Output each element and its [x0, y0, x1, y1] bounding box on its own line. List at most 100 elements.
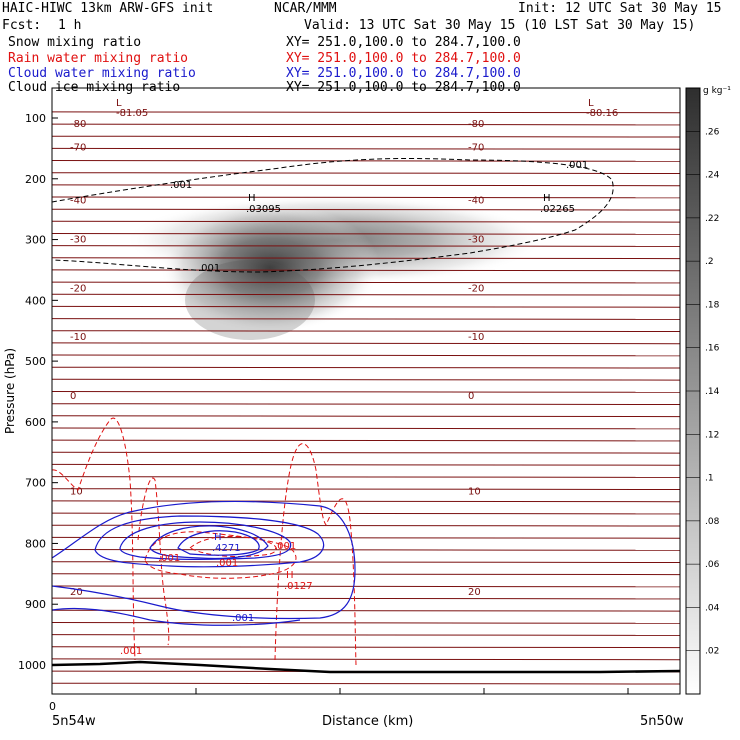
cloudwater-contours: [51, 500, 356, 626]
colorbar-tick-label: .1: [705, 474, 714, 484]
extremum-value: .02265: [540, 204, 575, 215]
y-tick-label: 200: [25, 173, 46, 186]
isotherm-label: -10: [468, 332, 484, 343]
isotherm-label: -40: [70, 195, 86, 206]
snow-shading: [125, 195, 545, 340]
contour-label: .001: [170, 180, 192, 191]
plot-frame: [51, 87, 681, 695]
colorbar-tick-label: .22: [705, 214, 719, 224]
colorbar-tick-label: .18: [705, 300, 720, 310]
high-marker: H: [214, 532, 222, 543]
isotherm-line: [51, 549, 681, 551]
contour-label: .001: [232, 613, 254, 624]
field-name-cloudwater: Cloud water mixing ratio: [8, 66, 196, 81]
chart-title: HAIC-HIWC 13km ARW-GFS init: [2, 1, 214, 16]
colorbar-tick-label: .12: [705, 430, 719, 440]
isotherm-line: [51, 463, 681, 466]
isotherm-line: [51, 123, 681, 126]
field-name-rain: Rain water mixing ratio: [8, 51, 189, 66]
isotherm-line: [51, 281, 681, 284]
contour-label: .001: [566, 160, 588, 171]
isotherm-label: -40: [468, 195, 484, 206]
isotherm-line: [51, 220, 681, 223]
colorbar-tick-label: .26: [705, 127, 720, 137]
y-tick-label: 100: [25, 112, 46, 125]
isotherm-line: [51, 354, 681, 357]
isotherm-labels: -80 -80 -70 -70 -40 -40 -30 -30 -20 -20 -10 -10 0 0 10…: [70, 119, 484, 598]
field-xy-snow: XY= 251.0,100.0 to 284.7,100.0: [286, 35, 521, 50]
isotherm-line: [51, 305, 681, 308]
extremum-value: .0127: [284, 581, 313, 592]
colorbar-tick-label: .24: [705, 171, 720, 181]
extremum-value: -80.16: [586, 108, 618, 119]
y-tick-label: 800: [25, 537, 46, 550]
y-tick-label: 900: [25, 598, 46, 611]
isotherm-line: [51, 391, 681, 393]
contour-labels: .001 .001 .001 .001 .001 .001 .001 .001: [120, 160, 588, 657]
isotherm-line: [51, 415, 681, 418]
x-tick-label: 0: [49, 700, 56, 713]
extremum-value: .03095: [246, 204, 281, 215]
colorbar-tick-label: .02: [705, 647, 719, 657]
extrema-markers: L -81.05 L -80.16 H .03095 H .02265 H .4…: [116, 98, 618, 592]
contour-label: .001: [120, 646, 142, 657]
isotherm-line: [51, 609, 681, 612]
isotherm-line: [51, 378, 681, 381]
isotherm-line: [51, 476, 681, 478]
high-marker: H: [248, 193, 256, 204]
isotherm-label: 0: [70, 391, 76, 402]
isotherm-line: [51, 634, 681, 636]
y-tick-label: 300: [25, 234, 46, 247]
isotherm-line: [51, 451, 681, 454]
low-marker: L: [588, 98, 594, 109]
isotherm-line: [51, 135, 681, 138]
isotherm-line: [51, 427, 681, 430]
isotherm-label: -80: [468, 119, 484, 130]
isotherm-label: -20: [70, 284, 86, 295]
contour-label: .001: [216, 558, 238, 569]
y-tick-label: 700: [25, 477, 46, 490]
isotherm-line: [51, 524, 681, 527]
isotherm-line: [51, 366, 681, 369]
colorbar-tick-label: .06: [705, 560, 720, 570]
extremum-value: .4271: [212, 543, 241, 554]
isotherm-label: -70: [468, 143, 484, 154]
isotherm-line: [51, 439, 681, 442]
isotherm-line: [51, 196, 681, 199]
colorbar-ticks: .02 .04 .06 .08 .1 .12 .14 .16 .18 .2 .22 .24 .26: [686, 127, 720, 657]
isotherm-line: [51, 245, 681, 247]
colorbar-unit: g kg⁻¹: [703, 86, 731, 96]
high-marker: H: [543, 193, 551, 204]
isotherm-label: -20: [468, 284, 484, 295]
colorbar-tick-label: .04: [705, 603, 720, 613]
isotherm-line: [51, 500, 681, 503]
isotherm-line: [51, 330, 681, 332]
isotherm-line: [51, 147, 681, 150]
isotherm-line: [51, 318, 681, 320]
y-axis: 100 200 300 400 500 600 700 800 900 1000: [18, 112, 58, 672]
isotherm-line: [51, 208, 681, 211]
isotherm-label: 0: [468, 391, 474, 402]
isotherm-line: [51, 597, 681, 600]
field-xy-cloudwater: XY= 251.0,100.0 to 284.7,100.0: [286, 66, 521, 81]
isotherm-line: [51, 573, 681, 576]
contour-label: .001: [198, 263, 220, 274]
isotherm-line: [51, 682, 681, 685]
valid-time: Valid: 13 UTC Sat 30 May 15 (10 LST Sat …: [304, 18, 696, 33]
low-marker: L: [116, 98, 122, 109]
x-axis-title: Distance (km): [322, 714, 413, 729]
y-tick-label: 1000: [18, 659, 46, 672]
y-tick-label: 400: [25, 294, 46, 307]
y-tick-label: 500: [25, 355, 46, 368]
x-end-label: 5n50w: [640, 714, 684, 729]
isotherm-line: [51, 561, 681, 563]
forecast-hour: 1 h: [58, 18, 82, 33]
isotherm-label: -30: [468, 234, 484, 245]
isotherm-line: [51, 488, 681, 490]
forecast-label: Fcst:: [2, 18, 42, 33]
snow-contour: [51, 157, 614, 273]
isotherm-label: 10: [70, 487, 83, 498]
isotherm-line: [51, 403, 681, 405]
colorbar-tick-label: .16: [705, 344, 720, 354]
